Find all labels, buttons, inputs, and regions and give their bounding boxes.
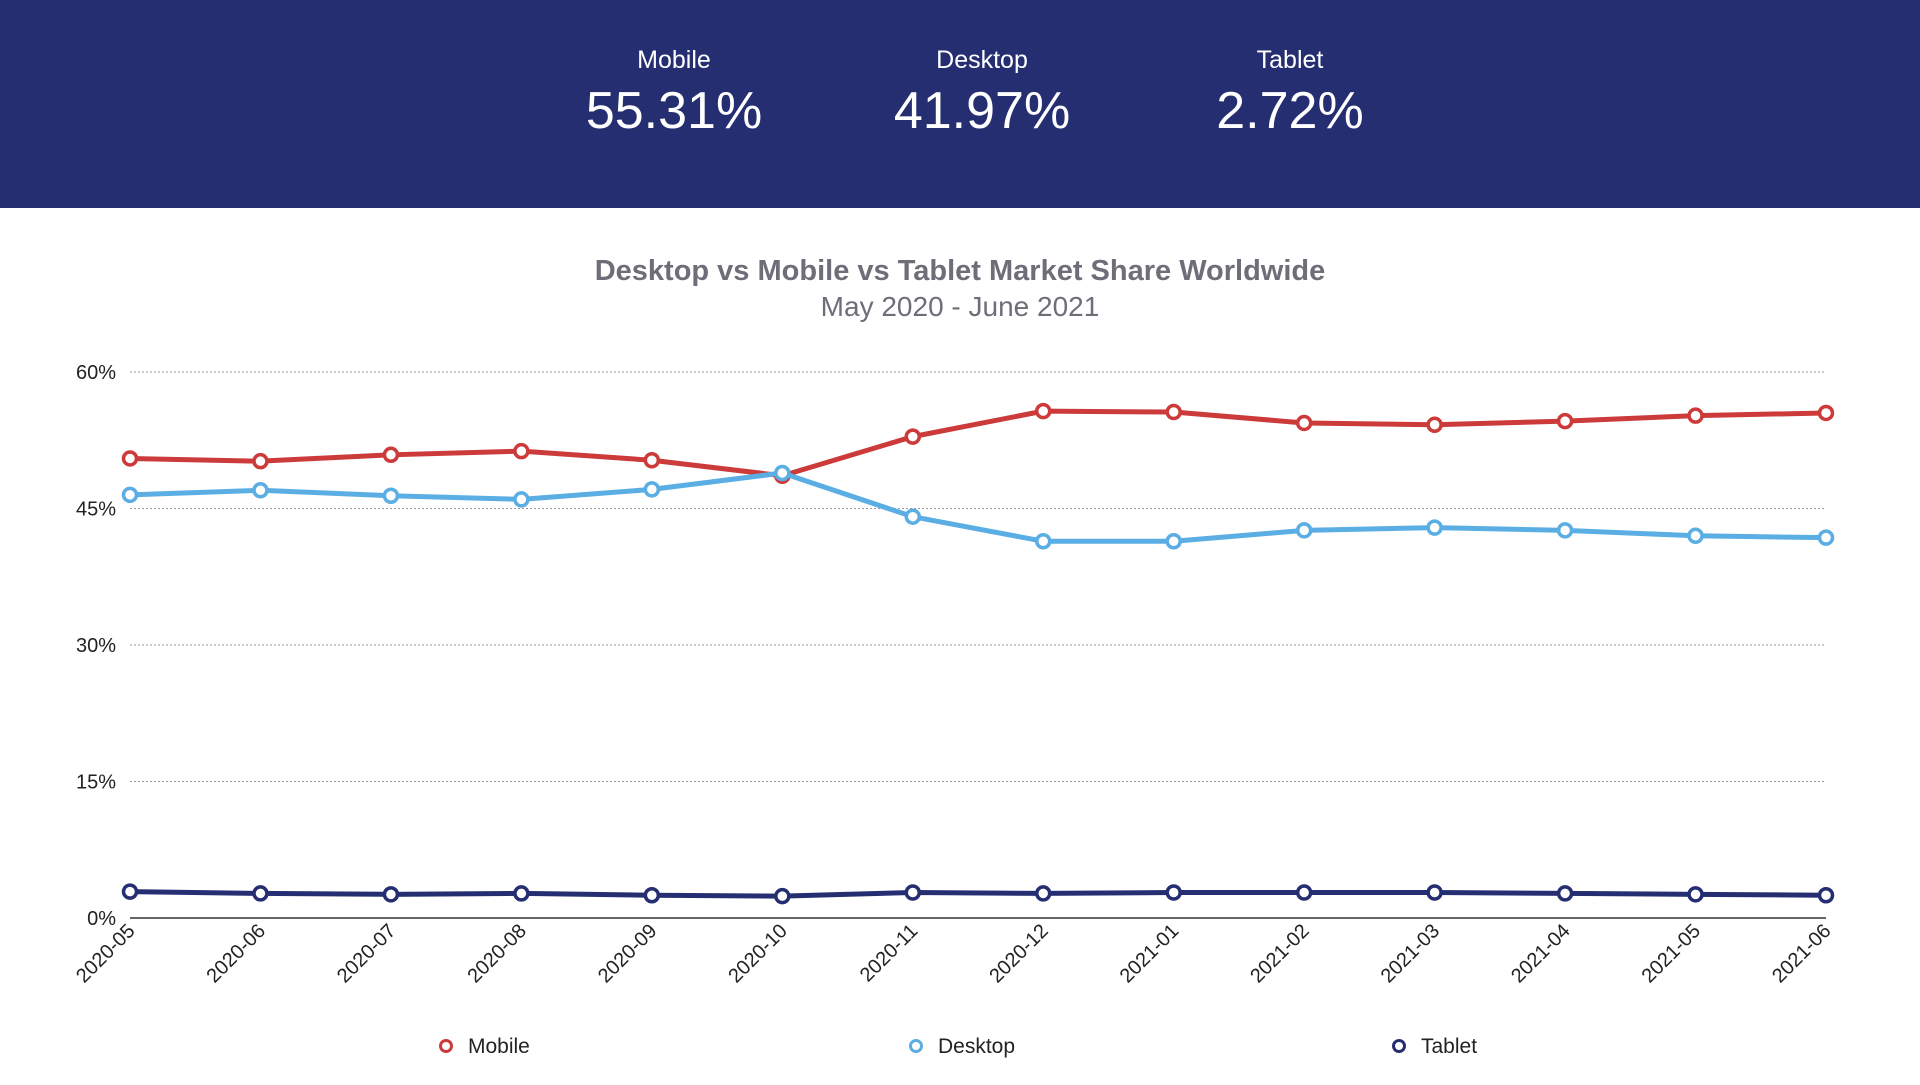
legend[interactable]: Mobile Desktop Tablet [439,1035,1478,1058]
legend-label: Desktop [938,1035,1015,1058]
data-point-tablet[interactable] [904,884,922,901]
x-tick-label: 2020-06 [203,920,270,987]
summary-mobile-value: 55.31% [585,82,763,140]
summary-banner: Mobile 55.31% Desktop 41.97% Tablet 2.72… [0,0,1920,208]
data-point-tablet[interactable] [1687,886,1704,903]
data-point-desktop[interactable] [774,464,791,482]
y-tick-label: 60% [76,362,116,384]
series-line-mobile [127,408,1829,479]
summary-tablet-value: 2.72% [1216,82,1364,140]
x-tick-label: 2021-03 [1377,920,1444,987]
data-point-desktop[interactable] [1295,522,1313,539]
summary-mobile: Mobile 55.31% [544,40,804,142]
data-point-desktop[interactable] [513,491,530,508]
x-tick-label: 2020-05 [72,920,139,987]
data-point-mobile[interactable] [904,428,922,445]
y-tick-label: 30% [76,635,116,657]
x-tick-label: 2020-09 [594,920,661,987]
legend-label: Tablet [1421,1035,1477,1058]
x-tick-label: 2021-01 [1116,920,1183,987]
legend-marker-icon [439,1039,453,1053]
summary-tablet-label: Tablet [1256,46,1324,74]
legend-marker-icon [1392,1039,1406,1053]
x-tick-label: 2020-10 [724,920,791,987]
summary-tablet: Tablet 2.72% [1160,40,1420,142]
data-point-mobile[interactable] [643,452,661,469]
data-point-mobile[interactable] [1426,416,1443,434]
x-tick-label: 2021-04 [1507,920,1574,987]
series-desktop [121,464,1835,550]
x-tick-label: 2021-05 [1638,920,1705,987]
chart-container: Desktop vs Mobile vs Tablet Market Share… [0,208,1920,1080]
y-tick-label: 15% [76,772,116,794]
line-chart: Desktop vs Mobile vs Tablet Market Share… [72,255,1835,1058]
data-point-tablet[interactable] [1556,885,1574,902]
data-point-desktop[interactable] [1165,533,1182,550]
grid-layer: 0% 15% 30% 45% 60% [76,362,1826,930]
data-point-desktop[interactable] [643,481,661,498]
summary-desktop: Desktop 41.97% [852,40,1112,142]
summary-desktop-value: 41.97% [893,82,1071,140]
data-point-mobile[interactable] [1165,403,1182,421]
data-point-tablet[interactable] [252,885,269,902]
data-point-tablet[interactable] [1426,884,1443,901]
data-point-mobile[interactable] [1556,412,1574,430]
x-tick-label: 2020-11 [856,920,922,986]
x-tick-label: 2020-08 [463,920,530,987]
data-point-desktop[interactable] [1034,533,1052,550]
data-point-tablet[interactable] [643,887,661,904]
summary-mobile-label: Mobile [637,46,711,74]
legend-item-desktop[interactable]: Desktop [909,1035,1016,1058]
series-mobile [121,402,1835,484]
series-layer [121,402,1835,905]
data-point-desktop[interactable] [121,486,139,504]
data-point-tablet[interactable] [1165,884,1182,901]
chart-title: Desktop vs Mobile vs Tablet Market Share… [595,255,1326,287]
legend-marker-icon [909,1039,923,1053]
data-point-desktop[interactable] [1817,529,1835,546]
series-tablet [121,883,1835,905]
data-point-mobile[interactable] [1817,404,1835,422]
data-point-mobile[interactable] [513,442,530,460]
data-point-mobile[interactable] [382,446,400,464]
data-point-tablet[interactable] [774,887,791,905]
data-point-tablet[interactable] [513,885,530,902]
y-tick-label: 0% [87,908,116,930]
data-point-tablet[interactable] [1295,884,1313,901]
summary-desktop-label: Desktop [936,46,1028,74]
x-tick-label: 2020-07 [333,920,400,987]
data-point-desktop[interactable] [904,508,922,525]
data-point-desktop[interactable] [1426,519,1443,536]
data-point-desktop[interactable] [1687,527,1704,545]
series-line-desktop [127,470,1829,544]
x-axis: 2020-05 2020-06 2020-07 2020-08 2020-09 2020-… [72,920,1835,987]
y-tick-label: 45% [76,499,116,521]
x-tick-label: 2021-06 [1768,920,1835,987]
data-point-desktop[interactable] [252,482,269,499]
data-point-desktop[interactable] [382,487,400,505]
data-point-tablet[interactable] [382,886,400,903]
chart-subtitle: May 2020 - June 2021 [821,291,1100,322]
data-point-mobile[interactable] [252,452,269,470]
data-point-tablet[interactable] [1817,887,1835,904]
data-point-tablet[interactable] [121,883,139,900]
data-point-mobile[interactable] [1034,402,1052,420]
legend-item-mobile[interactable]: Mobile [439,1035,530,1058]
data-point-mobile[interactable] [1295,414,1313,432]
data-point-mobile[interactable] [1687,407,1704,424]
x-tick-label: 2020-12 [985,920,1052,987]
legend-item-tablet[interactable]: Tablet [1392,1035,1478,1058]
x-tick-label: 2021-02 [1246,920,1313,987]
data-point-tablet[interactable] [1034,885,1052,902]
legend-label: Mobile [468,1035,530,1058]
data-point-mobile[interactable] [121,450,139,467]
data-point-desktop[interactable] [1556,522,1574,539]
series-line-tablet [127,889,1829,899]
